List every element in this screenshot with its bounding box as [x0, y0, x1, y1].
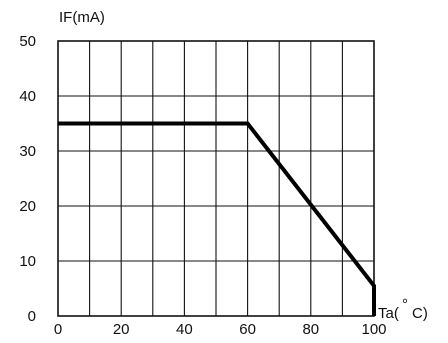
x-tick-label: 60: [239, 321, 256, 338]
x-tick-labels: 0 20 40 60 80 100: [54, 321, 387, 338]
plot-frame: [57, 40, 375, 317]
x-tick-label: 20: [113, 321, 130, 338]
y-tick-label: 30: [19, 143, 36, 160]
x-tick-label: 40: [176, 321, 193, 338]
y-tick-label: 10: [19, 253, 36, 270]
x-axis-title-degree: °: [402, 296, 408, 313]
x-tick-label: 0: [54, 321, 62, 338]
y-axis-title: IF(mA): [59, 9, 105, 26]
x-tick-label: 100: [361, 321, 386, 338]
x-axis-title-prefix: Ta(: [378, 305, 399, 322]
y-tick-label: 0: [28, 308, 36, 325]
y-tick-labels: 0 10 20 30 40 50: [19, 33, 36, 325]
y-tick-label: 40: [19, 88, 36, 105]
series-line: [58, 121, 376, 316]
series-layer: [58, 121, 376, 316]
y-tick-label: 50: [19, 33, 36, 50]
y-tick-label: 20: [19, 198, 36, 215]
x-axis-title-unit: C): [412, 305, 428, 322]
grid-layer: [58, 41, 374, 316]
x-tick-label: 80: [302, 321, 319, 338]
